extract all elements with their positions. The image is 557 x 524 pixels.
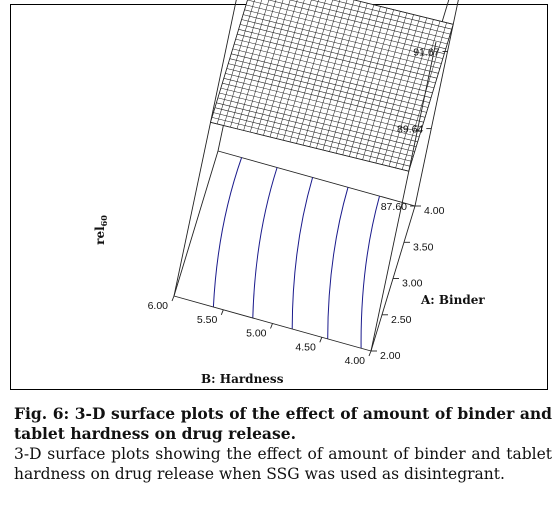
mesh-line-a-0	[210, 122, 409, 172]
mesh-line-a-15	[232, 48, 432, 98]
box-edge-back-1	[217, 150, 416, 207]
box-edge-back-0	[173, 150, 219, 297]
z-tick-label: 87.60	[381, 201, 407, 213]
mesh-line-a-6	[219, 92, 418, 143]
mesh-line-a-16	[234, 43, 433, 94]
mesh-line-a-20	[240, 24, 439, 74]
mesh-line-a-28	[310, 0, 451, 35]
mesh-line-a-1	[211, 117, 411, 167]
mesh-line-a-12	[228, 63, 427, 113]
mesh-line-a-14	[231, 53, 430, 103]
y-tick-label: 2.00	[380, 350, 401, 362]
box-edge-front-2	[370, 41, 437, 352]
mesh-line-a-25	[247, 0, 446, 50]
mesh-line-a-17	[235, 38, 435, 89]
contour-line-4	[212, 157, 243, 308]
mesh-line-a-30	[353, 0, 454, 25]
z-tick-label: 91.67	[413, 47, 439, 59]
mesh-line-a-9	[223, 78, 423, 128]
caption-description: 3-D surface plots showing the effect of …	[14, 445, 552, 483]
x-tick-0	[368, 350, 372, 357]
mesh-line-a-19	[238, 29, 437, 79]
contour-line-0	[360, 195, 380, 349]
box-edge-back-7	[435, 0, 450, 43]
x-tick-3	[220, 309, 224, 315]
mesh-line-a-22	[243, 14, 442, 64]
mesh-line-a-11	[226, 68, 426, 118]
x-tick-label: 6.00	[148, 300, 169, 312]
y-axis-title: A: Binder	[420, 293, 485, 307]
contour-line-2	[291, 177, 314, 330]
mesh-line-a-24	[245, 4, 445, 54]
z-tick-label: 89.64	[397, 124, 423, 136]
surface-chart: 87.6089.6491.6793.7195.744.004.505.005.5…	[93, 0, 485, 386]
mesh-line-a-3	[214, 107, 414, 157]
mesh-line-a-26	[267, 0, 448, 45]
x-tick-1	[319, 337, 323, 343]
mesh-line-a-10	[225, 73, 424, 123]
y-tick-label: 3.50	[413, 241, 434, 253]
mesh-line-a-29	[331, 0, 452, 30]
x-tick-2	[270, 323, 273, 329]
x-tick-label: 4.00	[345, 355, 366, 367]
box-edge-back-5	[173, 0, 237, 297]
figure-caption: Fig. 6: 3-D surface plots of the effect …	[14, 404, 552, 484]
mesh-line-a-18	[237, 33, 436, 84]
x-tick-label: 5.50	[197, 314, 218, 326]
mesh-line-a-13	[229, 58, 429, 108]
tick-labels: 87.6089.6491.6793.7195.744.004.505.005.5…	[148, 47, 445, 368]
mesh-line-a-7	[220, 87, 420, 138]
x-tick-label: 4.50	[295, 341, 316, 353]
mesh-line-a-27	[289, 0, 449, 40]
mesh-line-a-2	[213, 112, 412, 162]
y-tick-label: 4.00	[424, 205, 445, 217]
contour-lines	[212, 157, 380, 349]
mesh-line-a-5	[217, 97, 417, 147]
response-surface-mesh	[209, 0, 454, 172]
mesh-line-a-4	[216, 102, 415, 152]
x-axis-title: B: Hardness	[201, 372, 284, 386]
y-tick-label: 2.50	[391, 314, 412, 326]
y-tick-label: 3.00	[402, 278, 423, 290]
contour-line-1	[327, 187, 349, 339]
mesh-line-a-23	[244, 9, 443, 59]
axis-tick-marks	[171, 51, 448, 357]
contour-line-3	[252, 167, 278, 319]
x-tick-label: 5.00	[246, 328, 267, 340]
x-tick-4	[171, 295, 175, 302]
mesh-line-a-8	[222, 82, 421, 133]
mesh-line-a-21	[241, 19, 440, 69]
caption-title: Fig. 6: 3-D surface plots of the effect …	[14, 404, 552, 443]
z-axis-title: rel60	[93, 215, 109, 245]
